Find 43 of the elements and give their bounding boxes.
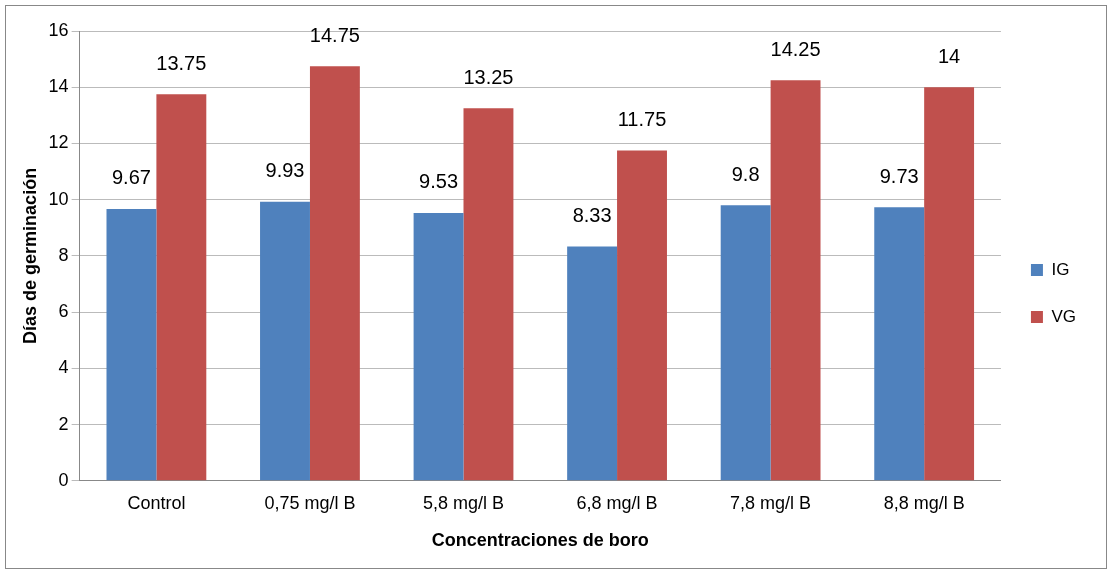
bar xyxy=(770,80,821,481)
data-label: 9.67 xyxy=(111,166,151,189)
y-tick-label: 14 xyxy=(48,76,69,97)
bar xyxy=(720,205,771,481)
bar xyxy=(567,246,618,481)
data-label: 13.25 xyxy=(463,65,514,88)
y-tick-label: 0 xyxy=(58,469,69,490)
x-tick-label: 0,75 mg/l B xyxy=(264,492,356,513)
data-label: 14 xyxy=(937,44,961,67)
data-label: 9.73 xyxy=(879,164,919,187)
y-tick-label: 8 xyxy=(58,244,69,265)
legend-label: VG xyxy=(1051,306,1076,326)
data-label: 9.93 xyxy=(265,159,305,182)
x-tick-label: 8,8 mg/l B xyxy=(883,492,965,513)
x-tick-label: 6,8 mg/l B xyxy=(576,492,658,513)
data-label: 13.75 xyxy=(156,51,207,74)
y-tick-label: 4 xyxy=(58,357,69,378)
bar xyxy=(924,87,975,481)
data-label: 14.75 xyxy=(309,23,360,46)
data-label: 8.33 xyxy=(572,204,612,227)
y-axis-title: Días de germinación xyxy=(19,167,40,344)
x-tick-label: 7,8 mg/l B xyxy=(730,492,812,513)
bar xyxy=(413,212,464,481)
legend-label: IG xyxy=(1051,259,1070,279)
x-axis-title: Concentraciones de boro xyxy=(431,530,649,551)
data-label: 9.53 xyxy=(419,170,459,193)
y-tick-label: 6 xyxy=(58,301,69,322)
bar xyxy=(260,201,310,481)
y-tick-label: 10 xyxy=(48,188,69,209)
y-tick-label: 12 xyxy=(48,132,69,153)
bar xyxy=(617,150,667,481)
x-tick-label: Control xyxy=(127,492,186,513)
bar xyxy=(156,94,207,481)
bar xyxy=(106,208,157,481)
bar xyxy=(874,207,925,481)
data-label: 11.75 xyxy=(617,107,667,130)
data-label: 14.25 xyxy=(770,37,821,60)
bar xyxy=(463,108,514,481)
data-label: 9.8 xyxy=(731,162,760,185)
bar xyxy=(309,66,360,481)
y-tick-label: 16 xyxy=(48,19,69,40)
y-tick-label: 2 xyxy=(58,413,69,434)
x-tick-label: 5,8 mg/l B xyxy=(422,492,505,513)
